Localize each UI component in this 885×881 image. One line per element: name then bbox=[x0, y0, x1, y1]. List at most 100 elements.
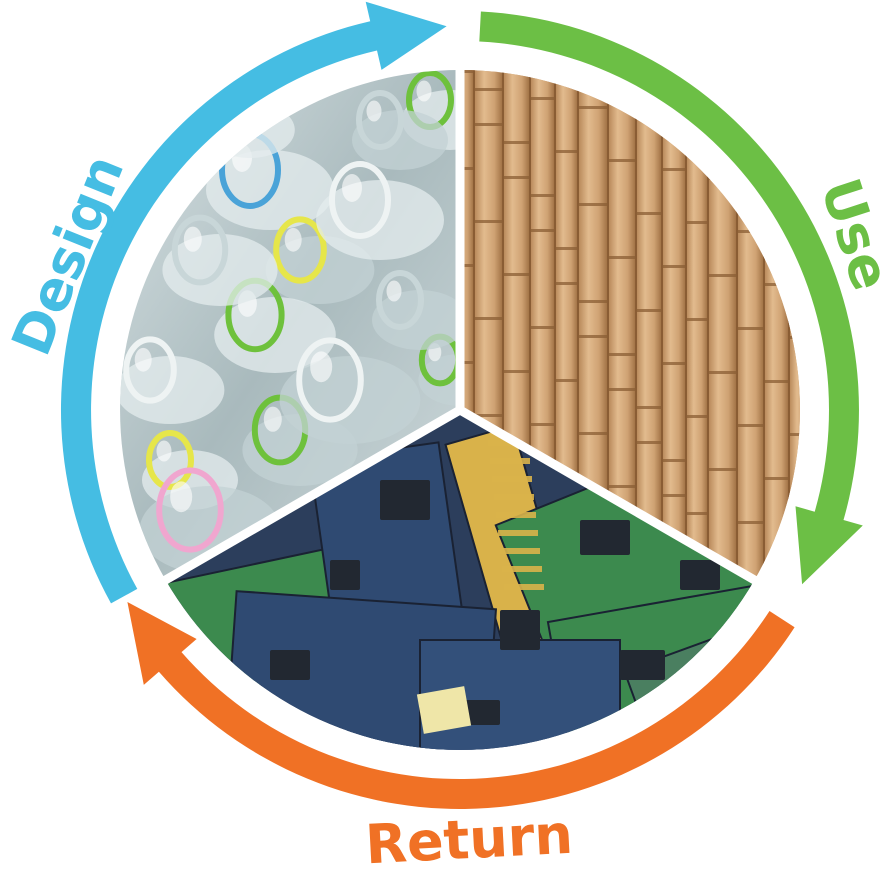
separator-line bbox=[457, 406, 759, 585]
bottle-highlight bbox=[156, 440, 172, 462]
bamboo-node bbox=[738, 230, 763, 233]
bamboo-node bbox=[663, 265, 685, 268]
circuit-chip bbox=[380, 480, 430, 520]
bottle-highlight bbox=[183, 226, 202, 252]
bottle-highlight bbox=[342, 174, 362, 202]
bamboo-node bbox=[637, 441, 661, 444]
bamboo-node bbox=[504, 370, 529, 373]
circuit-pin-strip bbox=[496, 512, 536, 518]
bamboo-node bbox=[504, 176, 529, 179]
bottle-body bbox=[418, 354, 460, 406]
bamboo-node bbox=[579, 432, 607, 435]
bamboo-node bbox=[579, 335, 607, 338]
bamboo-node bbox=[790, 433, 800, 436]
bamboo-node bbox=[556, 379, 577, 382]
circuit-chip bbox=[500, 610, 540, 650]
bamboo-node bbox=[504, 141, 529, 144]
bamboo-node bbox=[609, 256, 635, 259]
bottle-neck-ring bbox=[356, 90, 404, 150]
design-arrow bbox=[60, 1, 447, 604]
circuit-pin-strip bbox=[502, 566, 542, 572]
bamboo-node bbox=[663, 168, 685, 171]
bamboo-node bbox=[765, 151, 788, 154]
bamboo-node bbox=[687, 318, 707, 321]
circuit-chip bbox=[270, 650, 310, 680]
bottle-highlight bbox=[386, 280, 402, 302]
bamboo-node bbox=[738, 98, 763, 101]
circuit-pin-strip bbox=[498, 530, 538, 536]
bamboo-node bbox=[738, 424, 763, 427]
bamboo-node bbox=[460, 361, 473, 364]
bamboo-node bbox=[637, 115, 661, 118]
bamboo-node bbox=[531, 423, 554, 426]
bamboo-node bbox=[531, 229, 554, 232]
bottle-body bbox=[372, 290, 460, 350]
bamboo-stalk bbox=[555, 70, 578, 580]
separator-line bbox=[161, 406, 463, 585]
plastic-bottles-photo bbox=[120, 70, 460, 580]
bamboo-node bbox=[609, 388, 635, 391]
bottle-body bbox=[352, 110, 448, 170]
bamboo-node bbox=[709, 80, 736, 83]
bamboo-node bbox=[504, 273, 529, 276]
bottle-highlight bbox=[284, 227, 302, 252]
bottle-highlight bbox=[170, 481, 193, 513]
bamboo-node bbox=[663, 459, 685, 462]
bamboo-node bbox=[687, 415, 707, 418]
bamboo-node bbox=[765, 477, 788, 480]
bamboo-node bbox=[663, 494, 685, 497]
bamboo-node bbox=[765, 283, 788, 286]
bamboo-node bbox=[460, 264, 473, 267]
bottle-neck-ring bbox=[329, 161, 391, 239]
bottle-neck-ring bbox=[296, 337, 364, 423]
bottle-neck-ring bbox=[273, 216, 327, 284]
bamboo-node bbox=[609, 485, 635, 488]
bamboo-node bbox=[579, 203, 607, 206]
bamboo-node bbox=[460, 70, 473, 73]
bamboo-stalk bbox=[764, 70, 789, 580]
bamboo-stalk bbox=[636, 70, 662, 580]
circuit-pin-strip bbox=[504, 584, 544, 590]
bamboo-node bbox=[579, 106, 607, 109]
circuit-chip bbox=[680, 560, 720, 590]
bamboo-node bbox=[709, 468, 736, 471]
bamboo-node bbox=[475, 414, 502, 417]
bamboo-node bbox=[556, 150, 577, 153]
bamboo-node bbox=[609, 353, 635, 356]
bamboo-stalk bbox=[737, 70, 764, 580]
bamboo-node bbox=[738, 327, 763, 330]
bamboo-node bbox=[556, 282, 577, 285]
bamboo-node bbox=[475, 317, 502, 320]
bottle-neck-ring bbox=[123, 336, 177, 404]
bottle-neck-ring bbox=[146, 430, 194, 490]
circuit-chip bbox=[330, 560, 360, 590]
circuit-pin-strip bbox=[490, 458, 530, 464]
bamboo-node bbox=[765, 380, 788, 383]
bamboo-node bbox=[475, 88, 502, 91]
bottle-neck-ring bbox=[376, 270, 424, 330]
bottle-highlight bbox=[366, 100, 382, 122]
bamboo-node bbox=[579, 300, 607, 303]
circuit-chip bbox=[580, 520, 630, 555]
bamboo-node bbox=[813, 583, 841, 586]
bamboo-stalk bbox=[662, 70, 686, 580]
circuit-pin-strip bbox=[492, 476, 532, 482]
bamboo-node bbox=[637, 406, 661, 409]
return-arrow bbox=[127, 602, 795, 809]
bamboo-node bbox=[687, 512, 707, 515]
bamboo-node bbox=[531, 326, 554, 329]
bamboo-node bbox=[475, 220, 502, 223]
bamboo-node bbox=[663, 362, 685, 365]
bamboo-node bbox=[609, 159, 635, 162]
bamboo-node bbox=[475, 123, 502, 126]
bamboo-node bbox=[843, 116, 869, 119]
circuit-pin-strip bbox=[494, 494, 534, 500]
bamboo-node bbox=[687, 221, 707, 224]
bamboo-node bbox=[531, 194, 554, 197]
bottle-highlight bbox=[416, 80, 432, 102]
return-label: Return bbox=[364, 803, 575, 877]
bamboo-node bbox=[790, 336, 800, 339]
use-arrow bbox=[479, 11, 863, 585]
